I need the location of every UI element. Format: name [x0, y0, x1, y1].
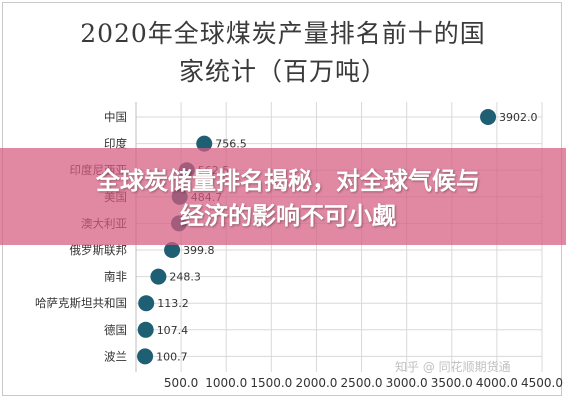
x-tick-label: 3000.0 — [386, 376, 428, 390]
data-label: 248.3 — [169, 271, 201, 284]
data-point — [138, 295, 155, 312]
x-tick-label: 4000.0 — [476, 376, 518, 390]
category-label: 波兰 — [104, 349, 127, 363]
x-tick-label: 2500.0 — [341, 376, 383, 390]
data-label: 756.5 — [215, 138, 247, 151]
data-point — [164, 242, 181, 258]
chart-title-line1: 2020年全球煤炭产量排名前十的国 — [80, 19, 486, 48]
category-label: 中国 — [104, 110, 127, 124]
data-label: 399.8 — [183, 244, 215, 257]
headline-banner — [0, 148, 566, 245]
data-point — [137, 348, 154, 365]
data-label: 107.4 — [157, 324, 189, 337]
data-point — [480, 109, 497, 125]
x-tick-label: 1000.0 — [205, 376, 247, 390]
category-label: 南非 — [104, 270, 127, 284]
category-label: 德国 — [104, 323, 127, 337]
headline-line1: 全球炭储量排名揭秘，对全球气候与 — [96, 167, 480, 195]
headline-line2: 经济的影响不可小觑 — [180, 202, 396, 230]
data-label: 100.7 — [156, 350, 188, 363]
data-point — [150, 268, 167, 285]
x-tick-label: 3500.0 — [431, 376, 473, 390]
x-tick-label: 1500.0 — [250, 376, 292, 390]
data-point — [196, 135, 213, 152]
x-tick-label: 2000.0 — [295, 376, 337, 390]
category-label: 俄罗斯联邦 — [70, 243, 128, 257]
data-label: 3902.0 — [499, 111, 538, 124]
source-watermark: 知乎 @ 同花顺期货通 — [395, 360, 511, 374]
category-label: 印度 — [104, 137, 127, 151]
x-tick-label: 500.0 — [164, 376, 198, 390]
category-label: 哈萨克斯坦共和国 — [35, 296, 127, 310]
x-tick-label: 4500.0 — [521, 376, 563, 390]
data-point — [137, 321, 154, 338]
data-label: 113.2 — [157, 297, 189, 310]
chart-title-line2: 家统计（百万吨） — [178, 57, 387, 86]
